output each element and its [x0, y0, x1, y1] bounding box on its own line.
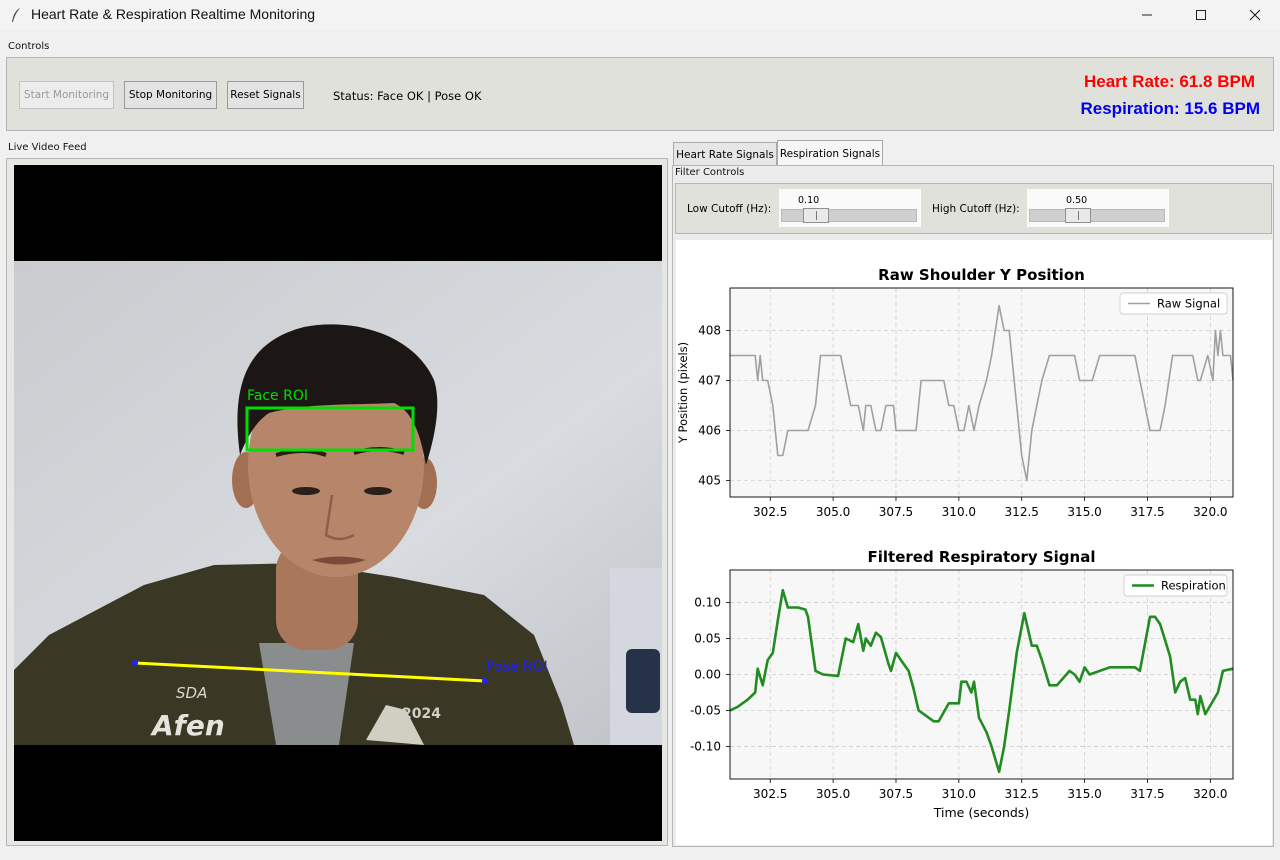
low-cutoff-value: 0.10	[798, 195, 819, 206]
start-monitoring-button[interactable]: Start Monitoring	[19, 81, 114, 109]
chart-title-1: Filtered Respiratory Signal	[868, 548, 1096, 566]
y-tick-label-1-3: -0.05	[690, 704, 721, 718]
status-text: Status: Face OK | Pose OK	[333, 89, 482, 103]
low-cutoff-thumb[interactable]	[803, 208, 829, 223]
high-cutoff-slider[interactable]: 0.50	[1027, 189, 1169, 227]
high-cutoff-label: High Cutoff (Hz):	[932, 203, 1020, 215]
plot-area-0	[730, 288, 1233, 497]
feather-icon	[10, 7, 22, 23]
x-tick-label-0-7: 320.0	[1193, 505, 1227, 519]
video-feed: SDA Afen 2024 Face ROI Pose ROI	[14, 165, 662, 841]
reset-signals-button[interactable]: Reset Signals	[227, 81, 304, 109]
tab-heart-rate-signals[interactable]: Heart Rate Signals	[673, 142, 777, 166]
y-tick-label-1-0: 0.10	[694, 595, 721, 609]
x-tick-label-0-5: 315.0	[1067, 505, 1101, 519]
x-tick-label-0-3: 310.0	[942, 505, 976, 519]
filter-group-label: Filter Controls	[675, 167, 744, 178]
x-tick-label-0-2: 307.5	[879, 505, 913, 519]
tab-respiration-signals[interactable]: Respiration Signals	[777, 140, 883, 166]
pose-point-right	[482, 678, 488, 684]
window-title: Heart Rate & Respiration Realtime Monito…	[31, 6, 315, 22]
y-tick-label-1-4: -0.10	[690, 740, 721, 754]
controls-group-label: Controls	[8, 41, 49, 52]
y-tick-label-0-2: 407	[698, 374, 721, 388]
y-tick-label-0-0: 405	[698, 474, 721, 488]
video-group-label: Live Video Feed	[8, 142, 87, 153]
x-tick-label-1-3: 310.0	[942, 787, 976, 801]
phone	[626, 649, 660, 713]
low-cutoff-slider[interactable]: 0.10	[779, 189, 921, 227]
title-bar: Heart Rate & Respiration Realtime Monito…	[0, 0, 1280, 30]
y-tick-label-0-1: 406	[698, 424, 721, 438]
close-icon	[1249, 9, 1261, 21]
x-axis-label-1: Time (seconds)	[933, 805, 1029, 820]
legend-label-1: Respiration	[1161, 579, 1226, 593]
high-cutoff-value: 0.50	[1066, 195, 1087, 206]
x-tick-label-0-0: 302.5	[753, 505, 787, 519]
stop-monitoring-button[interactable]: Stop Monitoring	[124, 81, 217, 109]
low-cutoff-label: Low Cutoff (Hz):	[687, 203, 771, 215]
x-tick-label-1-1: 305.0	[816, 787, 850, 801]
face-roi-label: Face ROI	[247, 388, 308, 404]
x-tick-label-1-4: 312.5	[1005, 787, 1039, 801]
y-tick-label-0-3: 408	[698, 324, 721, 338]
x-tick-label-0-4: 312.5	[1005, 505, 1039, 519]
x-tick-label-1-5: 315.0	[1067, 787, 1101, 801]
legend-label-0: Raw Signal	[1157, 297, 1220, 311]
x-tick-label-1-6: 317.5	[1130, 787, 1164, 801]
shirt-print-afen: Afen	[150, 709, 225, 742]
maximize-button[interactable]	[1178, 0, 1224, 30]
chart-title-0: Raw Shoulder Y Position	[878, 266, 1085, 284]
low-cutoff-trough[interactable]	[781, 209, 917, 222]
x-tick-label-0-6: 317.5	[1130, 505, 1164, 519]
x-tick-label-1-0: 302.5	[753, 787, 787, 801]
minimize-button[interactable]	[1124, 0, 1170, 30]
respiration-readout: Respiration: 15.6 BPM	[1081, 99, 1261, 119]
x-tick-label-1-7: 320.0	[1193, 787, 1227, 801]
maximize-icon	[1195, 9, 1207, 21]
x-tick-label-0-1: 305.0	[816, 505, 850, 519]
x-tick-label-1-2: 307.5	[879, 787, 913, 801]
high-cutoff-trough[interactable]	[1029, 209, 1165, 222]
shirt-print-sda: SDA	[176, 684, 207, 702]
controls-panel: Start Monitoring Stop Monitoring Reset S…	[6, 57, 1274, 131]
minimize-icon	[1141, 9, 1153, 21]
y-axis-label-0: Y Position (pixels)	[676, 342, 690, 444]
y-tick-label-1-1: 0.05	[694, 631, 721, 645]
heart-rate-readout: Heart Rate: 61.8 BPM	[1084, 72, 1255, 92]
pose-point-left	[132, 660, 138, 666]
charts-svg: Raw Shoulder Y Position 302.5 305.0 307.5 31…	[676, 240, 1272, 845]
y-tick-label-1-2: 0.00	[694, 668, 721, 682]
pose-roi-label: Pose ROI	[486, 659, 548, 675]
close-button[interactable]	[1232, 0, 1278, 30]
high-cutoff-thumb[interactable]	[1065, 208, 1091, 223]
